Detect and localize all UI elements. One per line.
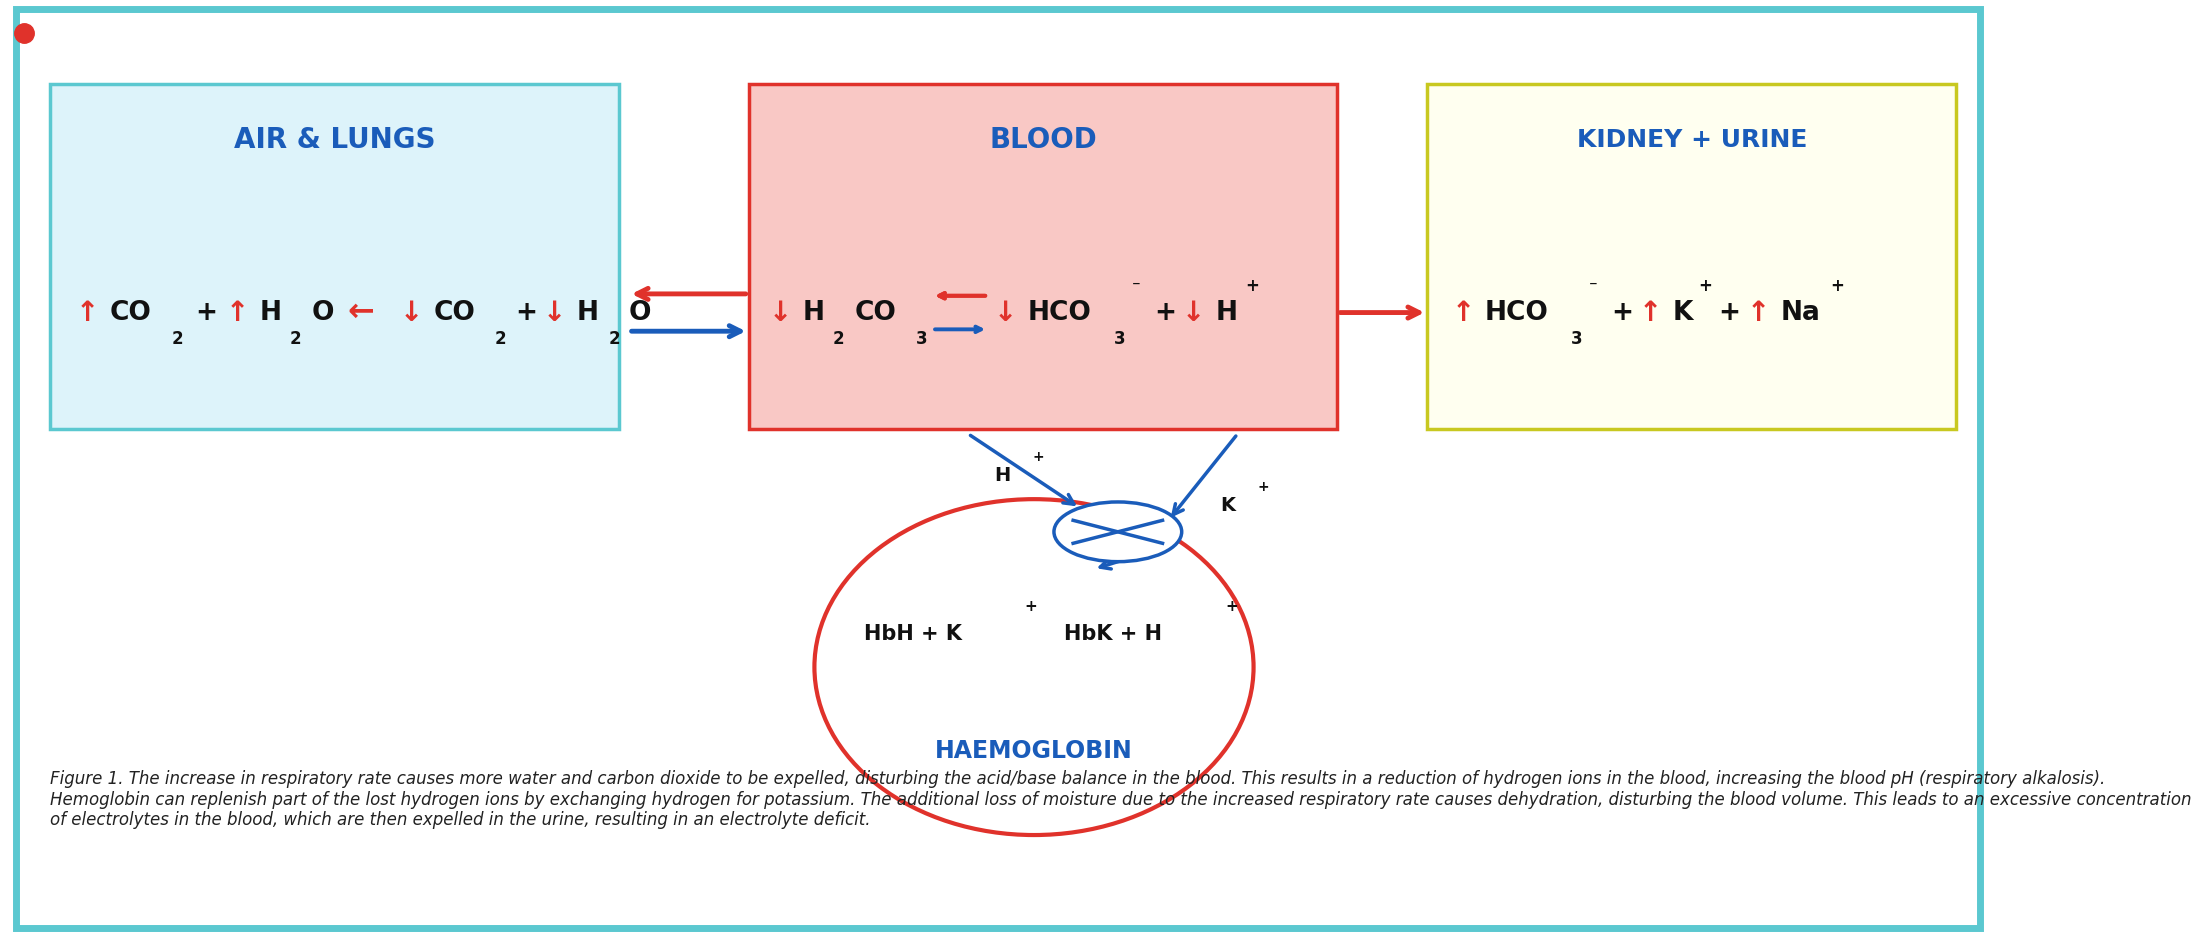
Text: ↑: ↑ (1639, 299, 1661, 327)
Text: O: O (312, 299, 334, 326)
Text: 3: 3 (1571, 329, 1582, 348)
Ellipse shape (814, 499, 1254, 835)
Text: Na: Na (1780, 299, 1819, 326)
Text: ↑: ↑ (227, 299, 249, 327)
Circle shape (1054, 502, 1181, 562)
Text: +: + (1225, 599, 1239, 614)
Text: H: H (803, 299, 825, 326)
Text: H: H (260, 299, 282, 326)
Text: +: + (1830, 277, 1844, 296)
Text: +: + (1610, 299, 1632, 326)
Text: 3: 3 (915, 329, 928, 348)
Text: +: + (1032, 450, 1043, 465)
Text: 2: 2 (832, 329, 845, 348)
Text: +: + (515, 299, 537, 326)
Text: CO: CO (110, 299, 152, 326)
Text: +: + (1245, 277, 1258, 296)
Text: ↓: ↓ (398, 299, 422, 327)
Text: K: K (1672, 299, 1694, 326)
Text: HbK + H: HbK + H (1065, 624, 1162, 645)
Text: +: + (1718, 299, 1740, 326)
Text: 2: 2 (495, 329, 506, 348)
Text: ←: ← (348, 297, 374, 328)
Text: HCO: HCO (1027, 299, 1091, 326)
Text: HCO: HCO (1485, 299, 1549, 326)
Text: +: + (1258, 480, 1269, 494)
Text: H: H (1217, 299, 1239, 326)
Text: KIDNEY + URINE: KIDNEY + URINE (1577, 128, 1806, 152)
Text: CO: CO (854, 299, 895, 326)
Text: 2: 2 (609, 329, 620, 348)
Text: +: + (1023, 599, 1036, 614)
Text: K: K (1221, 496, 1234, 515)
Text: +: + (1698, 277, 1712, 296)
Text: ↓: ↓ (1181, 299, 1206, 327)
FancyBboxPatch shape (1428, 84, 1956, 429)
Text: ↓: ↓ (543, 299, 565, 327)
Text: CO: CO (433, 299, 475, 326)
Text: HbH + K: HbH + K (865, 624, 961, 645)
Text: AIR & LUNGS: AIR & LUNGS (233, 126, 436, 154)
Text: +: + (196, 299, 218, 326)
Text: BLOOD: BLOOD (990, 126, 1098, 154)
Text: +: + (1153, 299, 1175, 326)
Text: HAEMOGLOBIN: HAEMOGLOBIN (935, 739, 1133, 763)
FancyBboxPatch shape (51, 84, 618, 429)
Text: ⁻: ⁻ (1588, 277, 1597, 296)
FancyBboxPatch shape (748, 84, 1338, 429)
Text: 2: 2 (290, 329, 301, 348)
Text: Figure 1. The increase in respiratory rate causes more water and carbon dioxide : Figure 1. The increase in respiratory ra… (51, 770, 2191, 829)
Text: H: H (576, 299, 598, 326)
Text: ↑: ↑ (1747, 299, 1769, 327)
Text: H: H (994, 466, 1010, 485)
Text: ↓: ↓ (768, 299, 792, 327)
Text: ↑: ↑ (1452, 299, 1474, 327)
Text: ↓: ↓ (994, 299, 1016, 327)
Text: 3: 3 (1113, 329, 1126, 348)
Text: ↑: ↑ (75, 299, 99, 327)
Text: 2: 2 (172, 329, 183, 348)
Text: O: O (629, 299, 651, 326)
Text: ⁻: ⁻ (1131, 277, 1140, 296)
